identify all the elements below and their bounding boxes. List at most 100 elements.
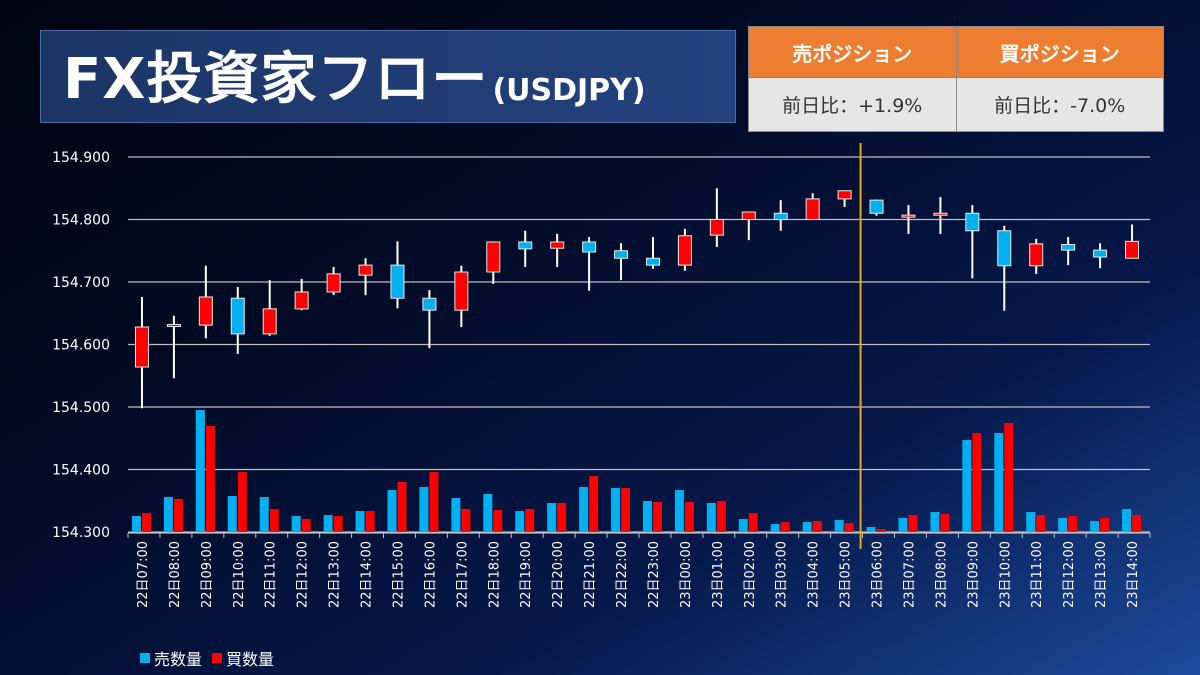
buy-volume-bar bbox=[652, 502, 662, 532]
buy-volume-bar bbox=[940, 514, 950, 532]
buy-volume-bar bbox=[844, 523, 854, 532]
candle-body bbox=[965, 212, 980, 232]
buy-volume-bar bbox=[780, 522, 790, 532]
x-tick-label: 22日10:00 bbox=[232, 541, 247, 608]
x-tick-label: 22日15:00 bbox=[391, 541, 406, 608]
buy-volume-bar bbox=[397, 482, 407, 532]
x-tick-label: 23日13:00 bbox=[1094, 541, 1109, 608]
buy-volume-bar bbox=[876, 529, 886, 532]
buy-volume-bar bbox=[1132, 515, 1142, 532]
candle-body bbox=[134, 326, 149, 368]
buy-volume-bar bbox=[365, 511, 375, 532]
buy-volume-bar bbox=[716, 501, 726, 532]
candle-body bbox=[230, 297, 245, 335]
y-tick-label: 154.800 bbox=[52, 213, 110, 229]
sell-volume-bar bbox=[834, 520, 844, 532]
sell-volume-bar bbox=[706, 503, 716, 532]
sell-volume-bar bbox=[802, 522, 812, 532]
buy-volume-bar bbox=[333, 516, 343, 532]
x-tick-label: 23日14:00 bbox=[1126, 541, 1141, 608]
candle-body bbox=[901, 214, 916, 218]
buy-volume-bar bbox=[557, 503, 567, 532]
candle-body bbox=[262, 308, 277, 335]
chart-legend: 売数量 買数量 bbox=[140, 646, 274, 670]
title-banner: FX投資家フロー (USDJPY) bbox=[40, 30, 736, 123]
sell-volume-bar bbox=[387, 490, 397, 532]
x-tick-label: 22日17:00 bbox=[455, 541, 470, 608]
candle-body bbox=[869, 199, 884, 214]
sell-volume-bar bbox=[1090, 521, 1100, 532]
buy-volume-bar bbox=[812, 521, 822, 532]
x-tick-label: 22日11:00 bbox=[264, 541, 279, 608]
sell-volume-bar bbox=[355, 511, 365, 532]
x-tick-label: 22日08:00 bbox=[168, 541, 183, 608]
page-title: FX投資家フロー bbox=[63, 47, 489, 112]
x-tick-label: 23日09:00 bbox=[966, 541, 981, 608]
buy-volume-bar bbox=[461, 509, 471, 532]
buy-volume-bar bbox=[1100, 518, 1110, 532]
candle-body bbox=[1093, 249, 1108, 258]
sell-volume-bar bbox=[579, 487, 589, 532]
candle-body bbox=[709, 219, 724, 236]
y-tick-label: 154.600 bbox=[52, 338, 110, 354]
buy-volume-swatch bbox=[212, 653, 223, 663]
buy-volume-bar bbox=[173, 499, 183, 532]
candle-body bbox=[198, 296, 213, 326]
x-tick-label: 23日05:00 bbox=[839, 541, 854, 608]
candle-body bbox=[422, 297, 437, 311]
sell-volume-bar bbox=[898, 518, 908, 532]
candle-body bbox=[166, 324, 181, 327]
sell-volume-bar bbox=[770, 524, 780, 532]
x-tick-label: 23日06:00 bbox=[871, 541, 886, 608]
buy-volume-bar bbox=[493, 510, 503, 532]
candle-body bbox=[614, 250, 629, 259]
y-tick-label: 154.400 bbox=[52, 463, 110, 479]
candle-body bbox=[518, 241, 533, 250]
y-tick-label: 154.700 bbox=[52, 275, 110, 291]
x-tick-label: 23日04:00 bbox=[807, 541, 822, 608]
x-tick-label: 23日02:00 bbox=[743, 541, 758, 608]
sell-volume-bar bbox=[259, 497, 269, 532]
x-tick-label: 22日23:00 bbox=[647, 541, 662, 608]
sell-volume-bar bbox=[515, 511, 525, 532]
candle-body bbox=[741, 211, 756, 220]
sell-volume-bar bbox=[547, 503, 557, 532]
candle-body bbox=[933, 212, 948, 216]
sell-volume-bar bbox=[1058, 518, 1068, 532]
sell-volume-bar bbox=[1026, 512, 1036, 532]
sell-volume-bar bbox=[131, 516, 141, 532]
sell-volume-swatch bbox=[140, 653, 150, 663]
x-tick-label: 22日21:00 bbox=[583, 541, 598, 608]
candle-body bbox=[294, 291, 309, 310]
candle-body bbox=[486, 241, 501, 273]
sell-volume-bar bbox=[483, 494, 493, 532]
sell-position-header: 売ポジション bbox=[748, 26, 957, 78]
sell-position-change: 前日比：+1.9% bbox=[748, 77, 957, 132]
sell-volume-bar bbox=[674, 490, 684, 532]
buy-position-change: 前日比：-7.0% bbox=[955, 77, 1164, 132]
sell-volume-bar bbox=[642, 501, 652, 532]
candle-body bbox=[326, 273, 341, 293]
candle-body bbox=[837, 190, 852, 200]
buy-volume-bar bbox=[748, 513, 758, 532]
y-tick-label: 154.900 bbox=[52, 150, 110, 166]
buy-volume-bar bbox=[589, 476, 599, 532]
x-tick-label: 23日01:00 bbox=[711, 541, 726, 608]
x-tick-label: 22日13:00 bbox=[328, 541, 343, 608]
sell-volume-bar bbox=[419, 487, 429, 532]
buy-volume-bar bbox=[1068, 516, 1078, 532]
sell-volume-bar bbox=[451, 498, 461, 532]
candle-body bbox=[805, 198, 820, 220]
x-tick-label: 23日03:00 bbox=[775, 541, 790, 608]
x-tick-label: 23日00:00 bbox=[679, 541, 694, 608]
sell-volume-bar bbox=[291, 516, 301, 532]
x-tick-label: 22日09:00 bbox=[200, 541, 215, 608]
x-tick-label: 23日10:00 bbox=[998, 541, 1013, 608]
candle-body bbox=[1125, 240, 1140, 259]
position-summary-table: 売ポジション 買ポジション 前日比：+1.9% 前日比：-7.0% bbox=[748, 26, 1164, 132]
buy-volume-bar bbox=[621, 488, 631, 532]
buy-volume-bar bbox=[908, 515, 918, 532]
sell-volume-bar bbox=[323, 515, 333, 532]
candle-body bbox=[582, 241, 597, 253]
candle-body bbox=[773, 212, 788, 220]
